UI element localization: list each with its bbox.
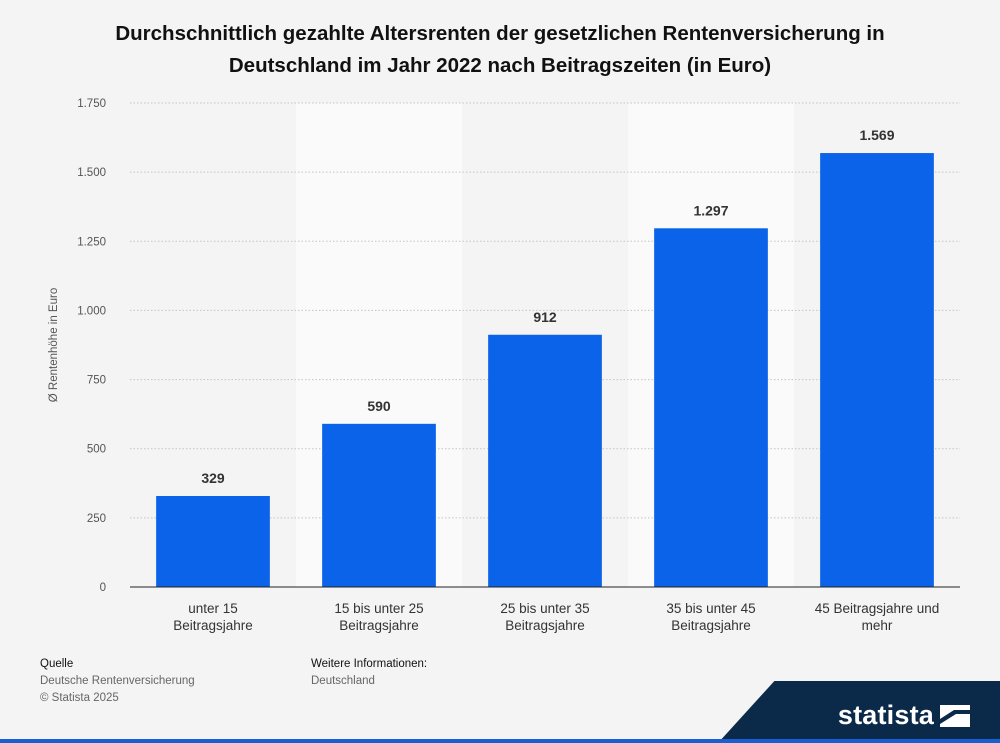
y-tick-label: 1.750 [77,98,106,110]
bar-chart: 329 590 912 1.297 1.569 0 250 500 750 1.000 1.250… [48,98,960,633]
x-tick-label: 45 Beitragsjahre und mehr [815,601,940,633]
chart-title: Durchschnittlich gezahlte Altersrenten d… [40,18,960,82]
bar[interactable] [820,153,934,587]
y-tick-label: 1.500 [77,167,106,179]
source-block: Quelle Deutsche Rentenversicherung © Sta… [40,656,195,707]
info-heading: Weitere Informationen: [311,658,428,670]
info-line: Deutschland [311,675,375,687]
chart-title-line-2: Deutschland im Jahr 2022 nach Beitragsze… [228,54,772,77]
y-axis-label: Ø Rentenhöhe in Euro [48,288,60,402]
bar-value-label: 1.569 [859,127,894,143]
bar-value-label: 912 [533,309,557,325]
bar[interactable] [322,423,436,587]
info-block: Weitere Informationen: Deutschland [311,656,427,690]
x-tick-label: unter 15 Beitragsjahre [173,601,253,633]
y-tick-label: 250 [87,513,106,525]
bar-value-label: 590 [367,398,391,414]
bar[interactable] [488,334,602,587]
x-tick-label: 25 bis unter 35 Beitragsjahre [500,601,589,633]
source-heading: Quelle [40,658,74,670]
bottom-accent-line [0,739,1000,743]
logo-text: statista [837,700,934,730]
x-tick-label: 35 bis unter 45 Beitragsjahre [666,601,755,633]
bar-value-label: 329 [201,470,225,486]
chart-title-line-1: Durchschnittlich gezahlte Altersrenten d… [115,22,885,45]
copyright-line: © Statista 2025 [40,692,119,704]
x-tick-label: 15 bis unter 25 Beitragsjahre [334,601,423,633]
y-tick-label: 1.250 [77,236,106,248]
y-tick-label: 0 [100,582,106,594]
statista-mark-icon [940,704,970,727]
y-tick-label: 750 [87,375,106,387]
source-line: Deutsche Rentenversicherung [40,675,195,687]
y-tick-label: 500 [87,444,106,456]
bar-value-label: 1.297 [693,202,728,218]
statista-logo[interactable]: statista [838,700,970,731]
bar[interactable] [156,496,270,587]
y-tick-label: 1.000 [77,305,106,317]
bar[interactable] [654,228,768,587]
